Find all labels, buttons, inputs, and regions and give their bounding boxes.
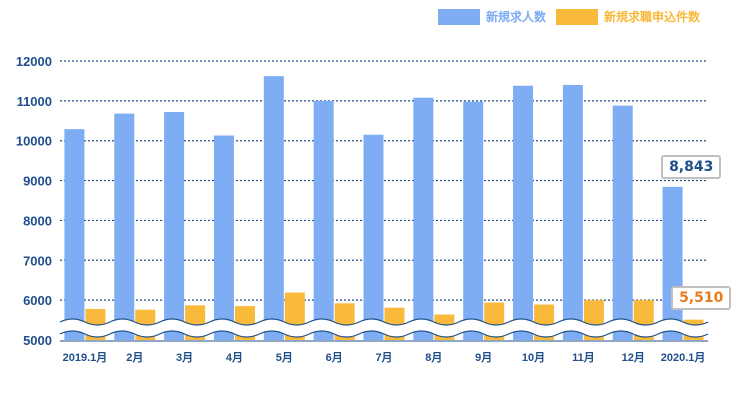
x-tick-label: 2月: [126, 351, 143, 364]
y-tick-label: 8000: [23, 213, 52, 228]
bar-series1: [114, 113, 135, 341]
legend-label-series2: 新規求職申込件数: [604, 10, 701, 24]
x-tick-label: 6月: [326, 351, 343, 364]
y-tick-label: 9000: [23, 174, 52, 189]
bar-series1: [213, 135, 234, 340]
bar-series1: [363, 134, 384, 340]
x-tick-label: 9月: [475, 351, 492, 364]
y-tick-label: 6000: [23, 293, 52, 308]
y-tick-label: 5000: [23, 333, 52, 348]
y-tick-label: 10000: [16, 134, 52, 149]
bar-series1: [562, 84, 583, 341]
callout-series1-last-value: 8,843: [661, 154, 722, 179]
bar-series1: [164, 112, 185, 340]
legend-item-series1: 新規求人数: [438, 8, 546, 25]
legend-swatch-series1: [438, 8, 480, 25]
axis-break-band: [60, 319, 708, 337]
x-tick-label: 4月: [226, 351, 243, 364]
bar-series1: [662, 186, 683, 340]
callout-series2-last-value: 5,510: [671, 286, 732, 310]
y-tick-label: 7000: [23, 253, 52, 268]
x-tick-label: 12月: [622, 351, 645, 364]
legend-swatch-series2: [556, 8, 599, 25]
axis-break-line-upper: [59, 318, 709, 326]
legend-item-series2: 新規求職申込件数: [556, 8, 700, 25]
x-tick-label: 5月: [276, 351, 293, 364]
legend: 新規求人数 新規求職申込件数: [438, 8, 700, 25]
bar-series1: [263, 76, 284, 340]
bar-series1: [612, 105, 633, 340]
x-tick-label: 8月: [425, 351, 442, 364]
axis-break-line-lower: [59, 330, 709, 338]
bar-series1: [313, 100, 334, 340]
bar-series1: [64, 129, 85, 340]
bar-series1: [413, 97, 434, 340]
bar-series1: [463, 101, 484, 340]
x-tick-label: 2020.1月: [661, 351, 706, 364]
x-tick-label: 10月: [522, 351, 545, 364]
x-tick-label: 7月: [375, 351, 392, 364]
x-tick-label: 3月: [176, 351, 193, 364]
x-tick-label: 11月: [572, 351, 595, 364]
legend-label-series1: 新規求人数: [486, 10, 547, 24]
y-tick-label: 12000: [16, 54, 52, 69]
y-tick-label: 11000: [17, 94, 52, 109]
x-tick-label: 2019.1月: [63, 351, 108, 364]
bar-series1: [513, 85, 534, 340]
